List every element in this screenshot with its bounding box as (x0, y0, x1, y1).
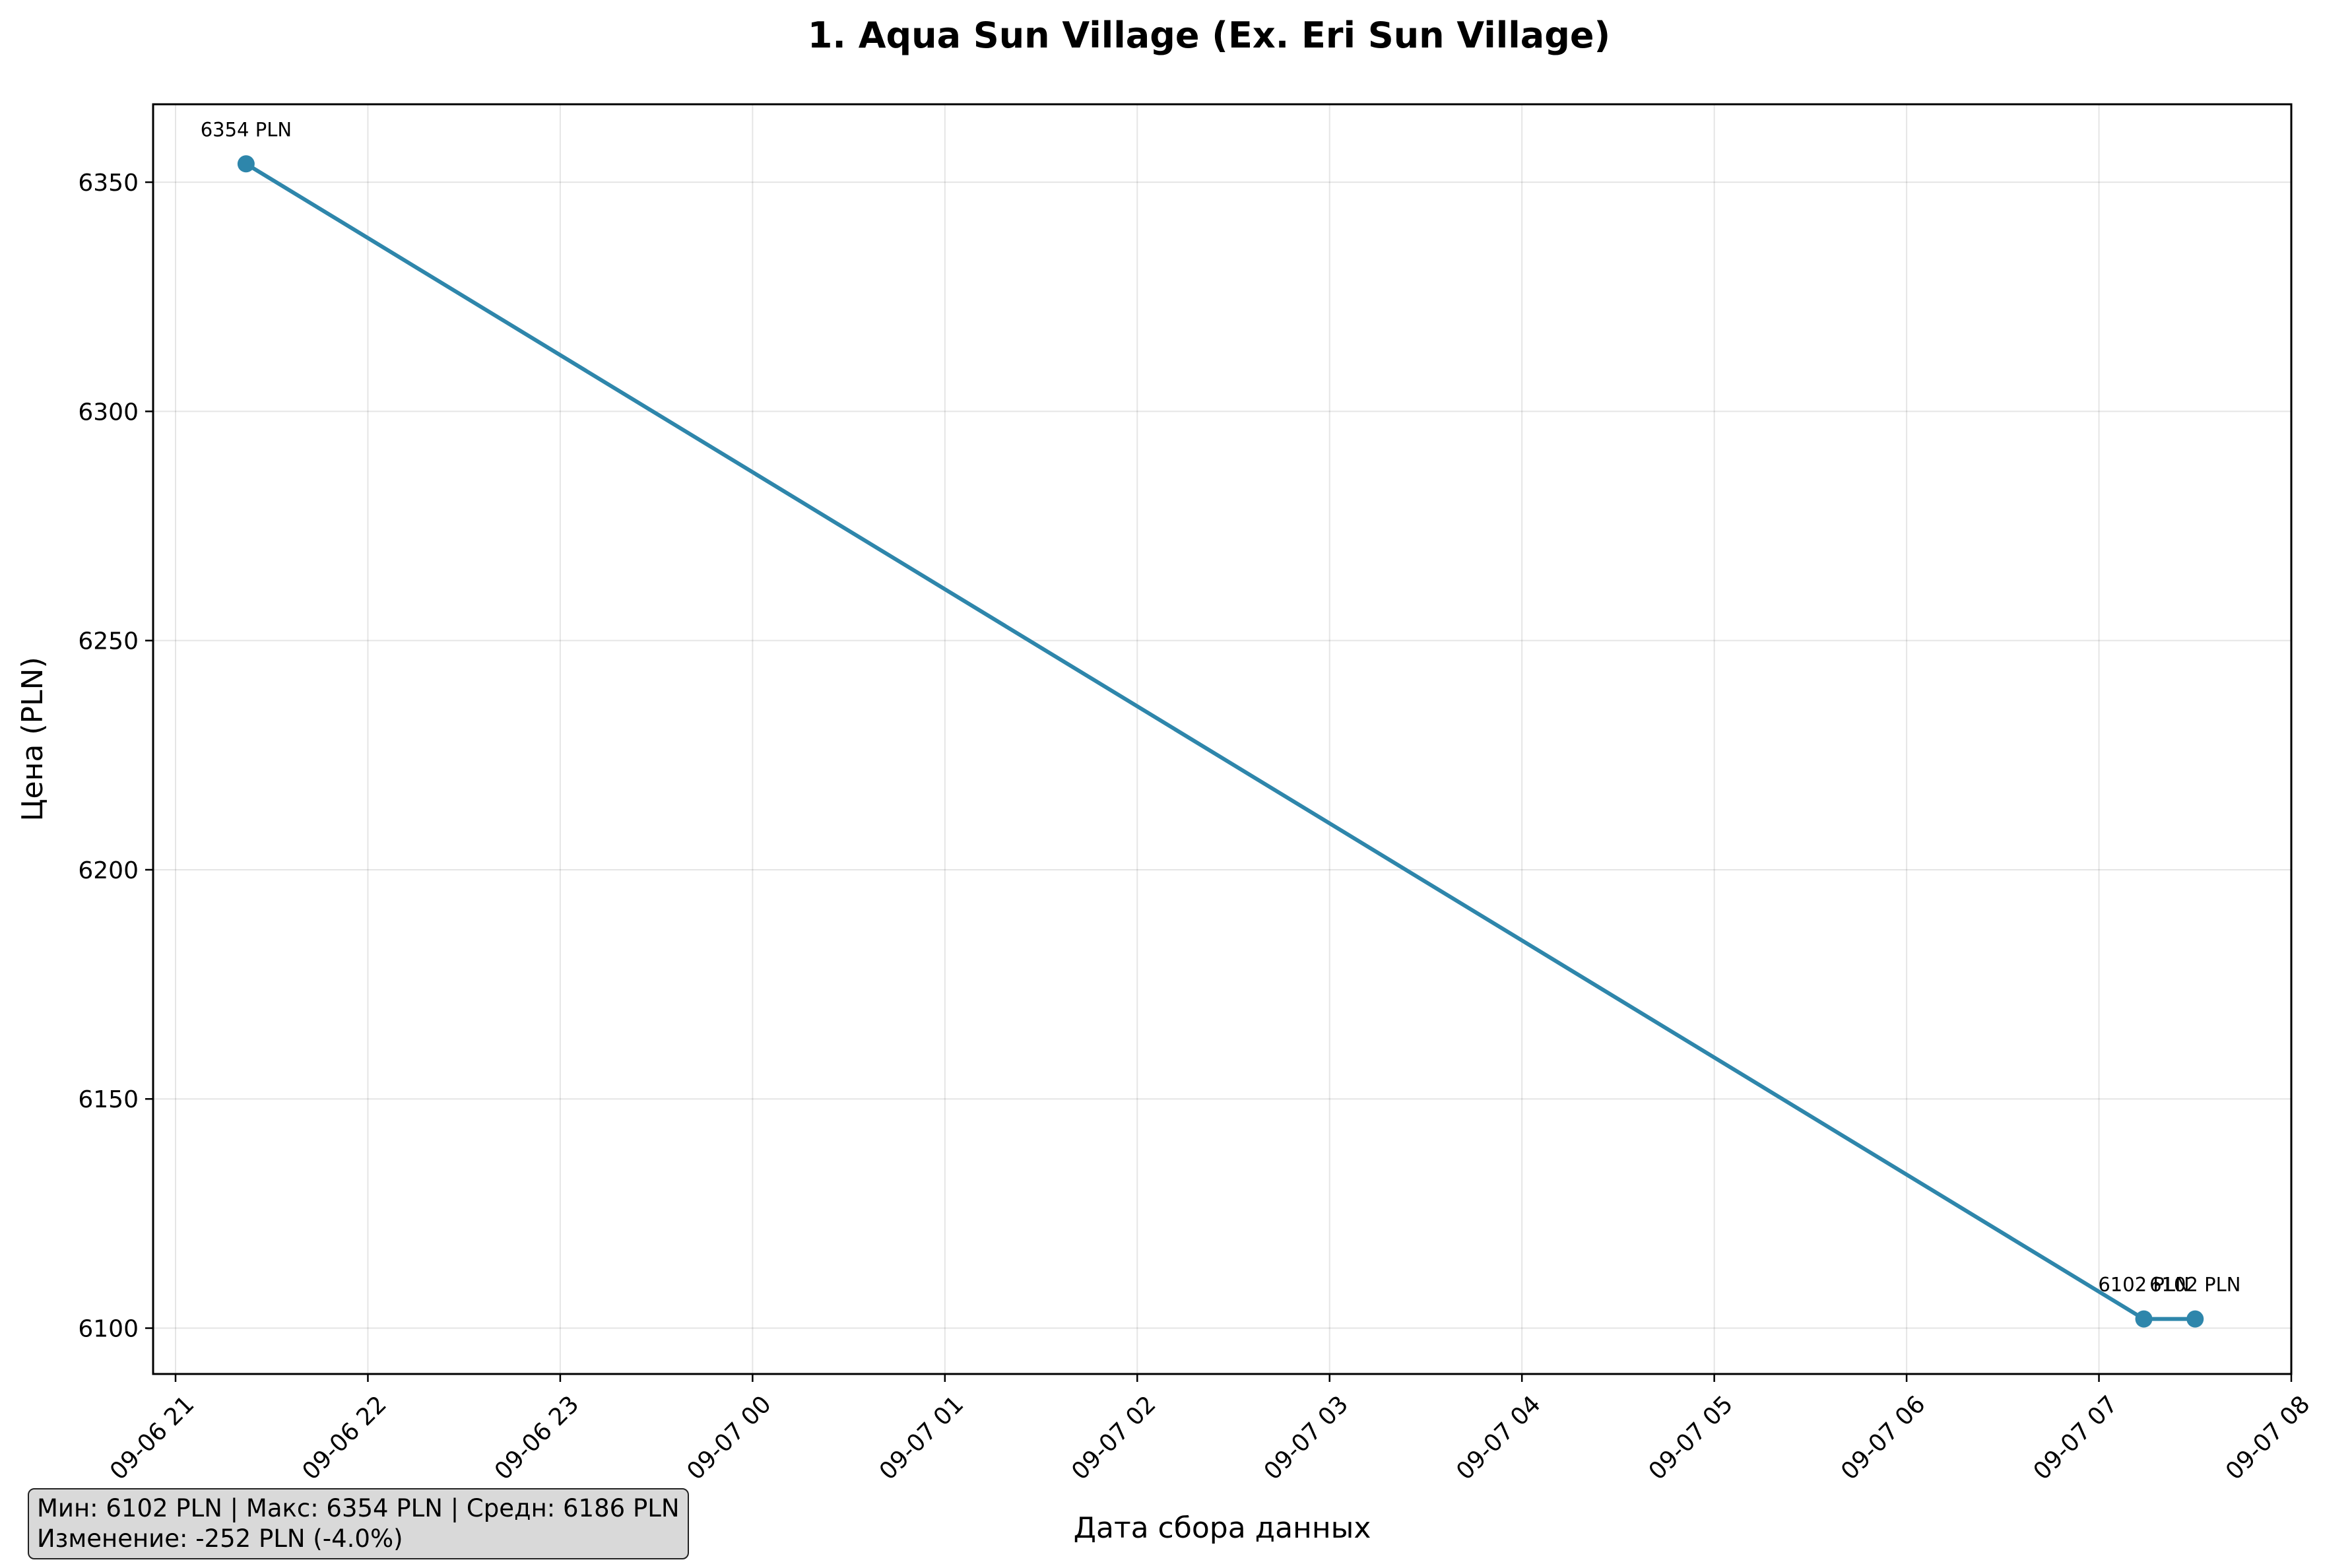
stats-box: Мин: 6102 PLN | Макс: 6354 PLN | Средн: … (28, 1488, 689, 1559)
x-tick-label: 09-07 00 (682, 1390, 776, 1485)
y-tick-label: 6250 (78, 628, 139, 655)
data-point (2135, 1310, 2153, 1328)
chart-title: 1. Aqua Sun Village (Ex. Eri Sun Village… (808, 15, 1610, 56)
data-point (237, 155, 255, 173)
y-tick-label: 6300 (78, 399, 139, 426)
x-tick-label: 09-06 23 (490, 1390, 584, 1485)
series-line (237, 155, 2204, 1328)
x-tick-label: 09-07 01 (874, 1390, 969, 1485)
x-tick-label: 09-07 03 (1259, 1390, 1354, 1485)
x-tick-label: 09-07 04 (1451, 1390, 1546, 1485)
y-tick-label: 6100 (78, 1316, 139, 1343)
x-axis-label: Дата сбора данных (1074, 1511, 1371, 1545)
x-tick-label: 09-07 05 (1644, 1390, 1738, 1485)
x-tick-label: 09-07 02 (1066, 1390, 1161, 1485)
x-tick-label: 09-06 21 (105, 1390, 199, 1485)
data-point-label: 6354 PLN (201, 118, 292, 141)
data-point-label: 6102 PLN (2098, 1274, 2189, 1296)
y-tick-label: 6150 (78, 1086, 139, 1113)
x-tick-label: 09-07 06 (1836, 1390, 1930, 1485)
grid (153, 104, 2292, 1374)
x-tick-label: 09-07 07 (2029, 1390, 2123, 1485)
y-tick-label: 6350 (78, 170, 139, 197)
axis-ticks: 09-06 21 09-06 22 09-06 23 09-07 00 09-07 01… (78, 170, 2315, 1486)
x-tick-label: 09-07 08 (2221, 1390, 2315, 1485)
data-point-label: 6102 PLN (2149, 1274, 2240, 1296)
plot-area-frame (152, 103, 2293, 1375)
series-polyline (245, 162, 2196, 1321)
x-tick-label: 09-06 22 (297, 1390, 391, 1485)
stats-change: Изменение: -252 PLN (-4.0%) (37, 1524, 403, 1553)
y-tick-label: 6200 (78, 857, 139, 884)
y-axis-label: Цена (PLN) (16, 657, 49, 821)
data-point (2186, 1310, 2204, 1328)
stats-summary: Мин: 6102 PLN | Макс: 6354 PLN | Средн: … (37, 1494, 680, 1522)
